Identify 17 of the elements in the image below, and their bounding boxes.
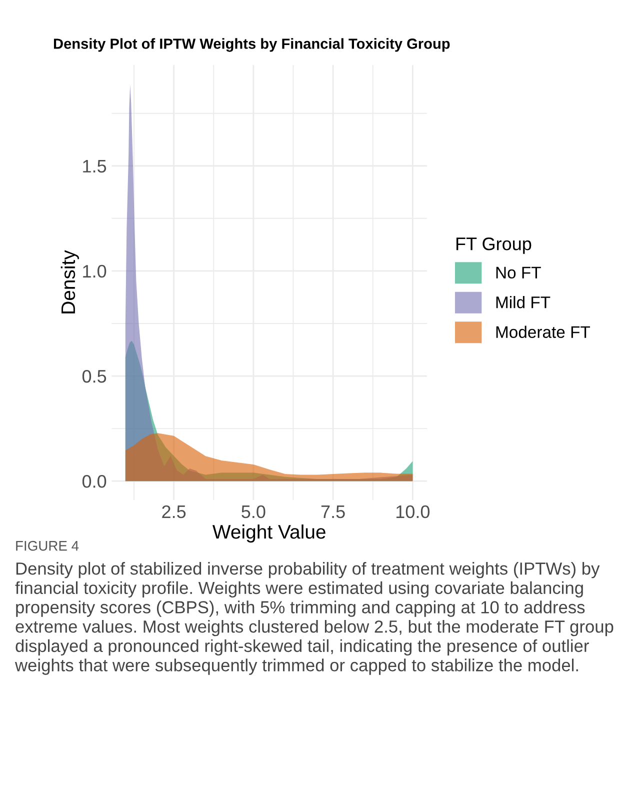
chart-title: Density Plot of IPTW Weights by Financial Toxicity Group <box>54 38 450 52</box>
y-axis-title: Density <box>60 250 79 314</box>
legend-title: FT Group <box>456 237 532 254</box>
legend-label: No FT <box>496 266 541 278</box>
legend-label: Mild FT <box>496 296 550 308</box>
y-tick-label: 1.5 <box>83 160 106 173</box>
y-tick-label: 1.0 <box>83 264 106 278</box>
x-axis-title: Weight Value <box>212 524 326 543</box>
x-tick-label: 10.0 <box>396 505 430 518</box>
x-tick-label: 2.5 <box>162 505 186 518</box>
text: Density plot of stabilized inverse probability of treatment weights (IPTWs) by financial toxicity profile. Weights were estimated using covariate balancing propensity scores (CBPS), with 5% trimming and capping at 10 to address extreme values. Most weights clustered below 2.5, but the moderate FT group displayed a pronounced right-skewed tail, indicating the presence of outlier weights that were subsequently trimmed or capped to stabilize the model. <box>14 562 614 675</box>
caption: FIGURE 4 <box>16 540 79 551</box>
legend-label: Moderate FT <box>496 326 590 338</box>
x-tick-label: 5.0 <box>242 505 266 518</box>
x-tick-label: 7.5 <box>321 506 345 518</box>
y-tick-label: 0.0 <box>82 475 106 488</box>
y-tick-label: 0.5 <box>82 370 106 383</box>
